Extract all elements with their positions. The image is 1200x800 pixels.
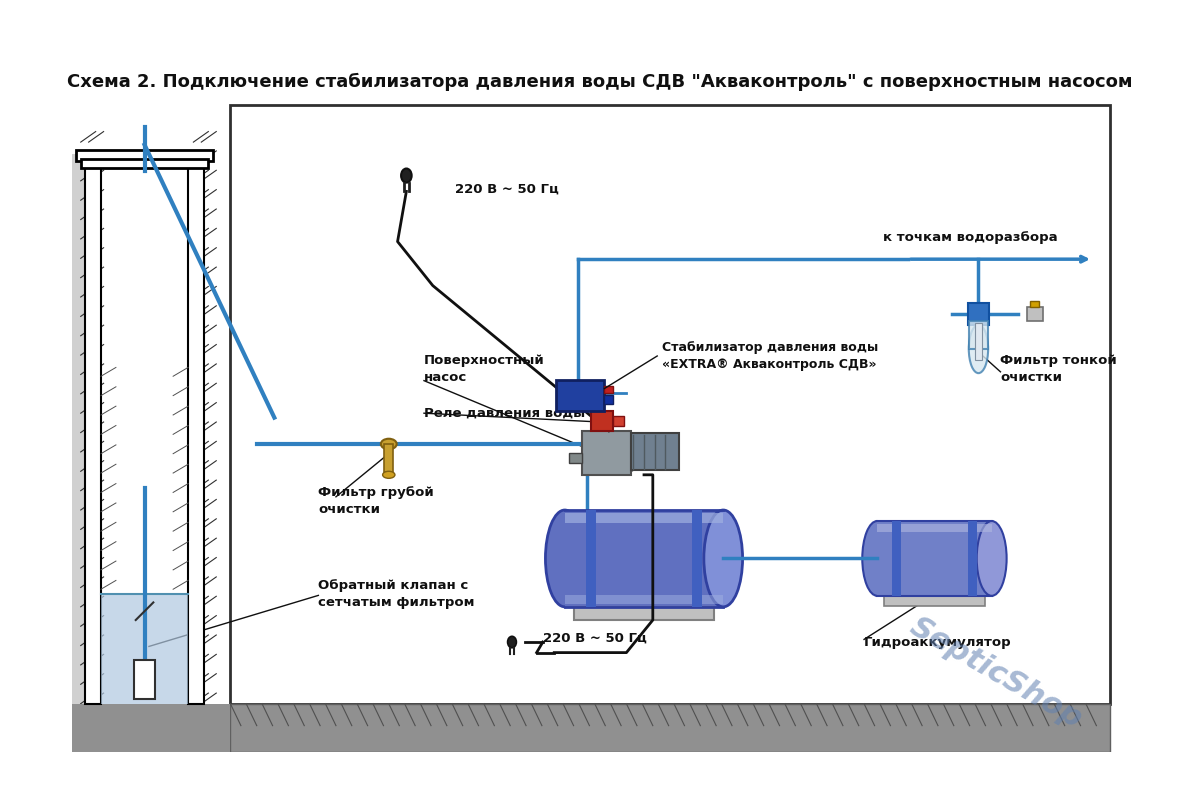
Text: 220 В ~ 50 Гц: 220 В ~ 50 Гц (455, 182, 559, 195)
Bar (574, 607, 714, 620)
Bar (586, 510, 596, 607)
Bar (968, 303, 989, 325)
Bar (605, 386, 613, 393)
Bar (556, 380, 605, 410)
Bar (605, 394, 613, 403)
Ellipse shape (546, 510, 584, 607)
Bar (613, 416, 624, 426)
Bar (85, 154, 101, 704)
Ellipse shape (613, 433, 640, 473)
Bar (974, 323, 982, 360)
Bar (565, 595, 724, 604)
Text: Стабилизатор давления воды
«EXTRA® Акваконтроль СДВ»: Стабилизатор давления воды «EXTRA® Аквак… (661, 341, 878, 371)
Bar (188, 154, 204, 704)
Text: к точкам водоразбора: к точкам водоразбора (883, 230, 1057, 244)
Bar (134, 660, 155, 699)
Ellipse shape (968, 325, 988, 373)
Bar (569, 453, 582, 463)
Bar (582, 431, 631, 475)
Bar (565, 510, 724, 607)
Ellipse shape (401, 169, 412, 182)
Ellipse shape (863, 521, 893, 596)
Bar (72, 154, 85, 752)
Bar (80, 159, 209, 168)
Bar (1027, 306, 1043, 321)
Bar (1031, 301, 1039, 306)
Bar (230, 105, 1110, 704)
Text: 220 В ~ 50 Гц: 220 В ~ 50 Гц (542, 631, 647, 644)
Bar (968, 321, 988, 349)
Ellipse shape (383, 471, 395, 478)
Text: Реле давления воды: Реле давления воды (424, 406, 586, 420)
Bar (592, 411, 613, 431)
Text: Поверхностный
насос: Поверхностный насос (424, 354, 545, 384)
Text: Схема 2. Подключение стабилизатора давления воды СДВ "Акваконтроль" с поверхност: Схема 2. Подключение стабилизатора давле… (67, 73, 1133, 90)
Text: SepticShop: SepticShop (905, 612, 1087, 734)
Ellipse shape (508, 636, 516, 648)
Text: Гидроаккумулятор: Гидроаккумулятор (864, 635, 1012, 649)
Ellipse shape (380, 438, 397, 450)
Bar (893, 521, 901, 596)
Bar (77, 150, 212, 161)
Bar (230, 704, 1110, 752)
Bar (631, 434, 679, 470)
Text: Обратный клапан с
сетчатым фильтром: Обратный клапан с сетчатым фильтром (318, 578, 475, 609)
Text: Фильтр тонкой
очистки: Фильтр тонкой очистки (1001, 354, 1117, 384)
Bar (565, 513, 724, 523)
Bar (968, 521, 977, 596)
Bar (691, 510, 702, 607)
Text: Фильтр грубой
очистки: Фильтр грубой очистки (318, 486, 434, 516)
Bar (877, 521, 991, 596)
Bar (384, 444, 394, 472)
Ellipse shape (704, 510, 743, 607)
Bar (101, 594, 188, 704)
Bar (72, 704, 230, 752)
Bar (884, 596, 985, 606)
Ellipse shape (977, 521, 1007, 596)
Bar (877, 524, 991, 531)
